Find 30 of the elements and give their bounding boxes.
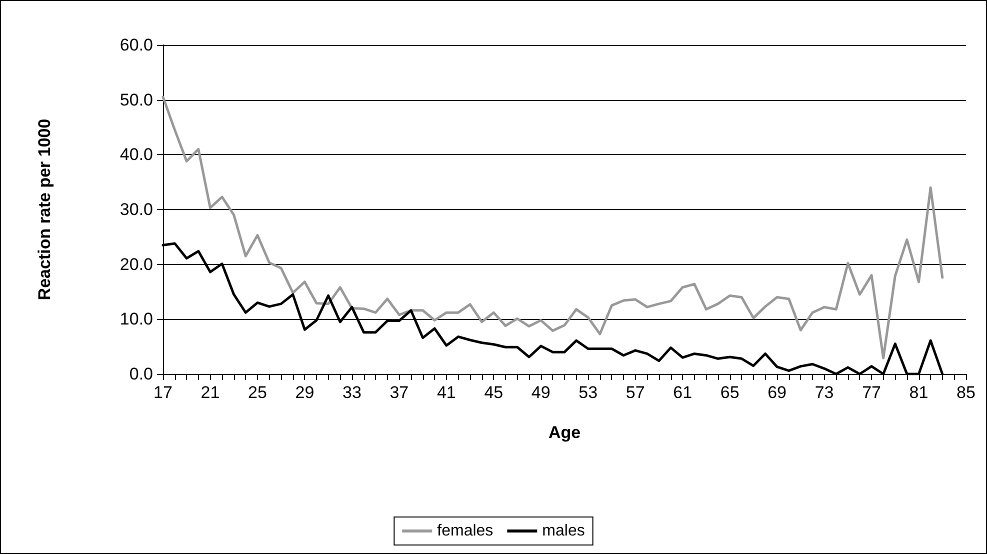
x-tick-label: 57: [626, 383, 645, 402]
x-axis-title: Age: [548, 423, 581, 442]
x-tick-label: 73: [814, 383, 834, 402]
x-tick-label: 49: [531, 383, 550, 402]
x-tick-label: 25: [248, 383, 267, 402]
y-tick-label: 30.0: [120, 200, 153, 219]
x-tick-label: 45: [484, 383, 504, 402]
x-tick-label: 69: [768, 383, 787, 402]
x-tick-label: 21: [200, 383, 220, 402]
legend-label: females: [437, 522, 494, 540]
x-tick-label: 41: [436, 383, 456, 402]
y-tick-label: 20.0: [120, 254, 153, 274]
x-tick-label: 17: [154, 383, 172, 402]
x-tick-label: 29: [295, 383, 314, 402]
x-tick-label: 33: [342, 383, 362, 402]
y-tick-label: 0.0: [129, 364, 153, 384]
x-tick-label: 53: [578, 383, 598, 402]
line-series: [162, 96, 944, 360]
y-tick-label: 40.0: [120, 145, 153, 164]
x-tick-label: 81: [909, 383, 928, 402]
y-tick-label: 10.0: [120, 310, 153, 329]
x-tick-label: 77: [862, 383, 881, 402]
x-tick-label: 37: [390, 383, 409, 402]
legend-label: males: [542, 522, 585, 540]
x-tick-label: 65: [720, 383, 740, 402]
x-tick-label: 61: [673, 383, 692, 402]
y-tick-label: 50.0: [120, 90, 153, 110]
y-axis-title: Reaction rate per 1000: [35, 118, 54, 300]
y-tick-label: 60.0: [120, 36, 153, 54]
x-tick-label: 85: [956, 383, 976, 402]
